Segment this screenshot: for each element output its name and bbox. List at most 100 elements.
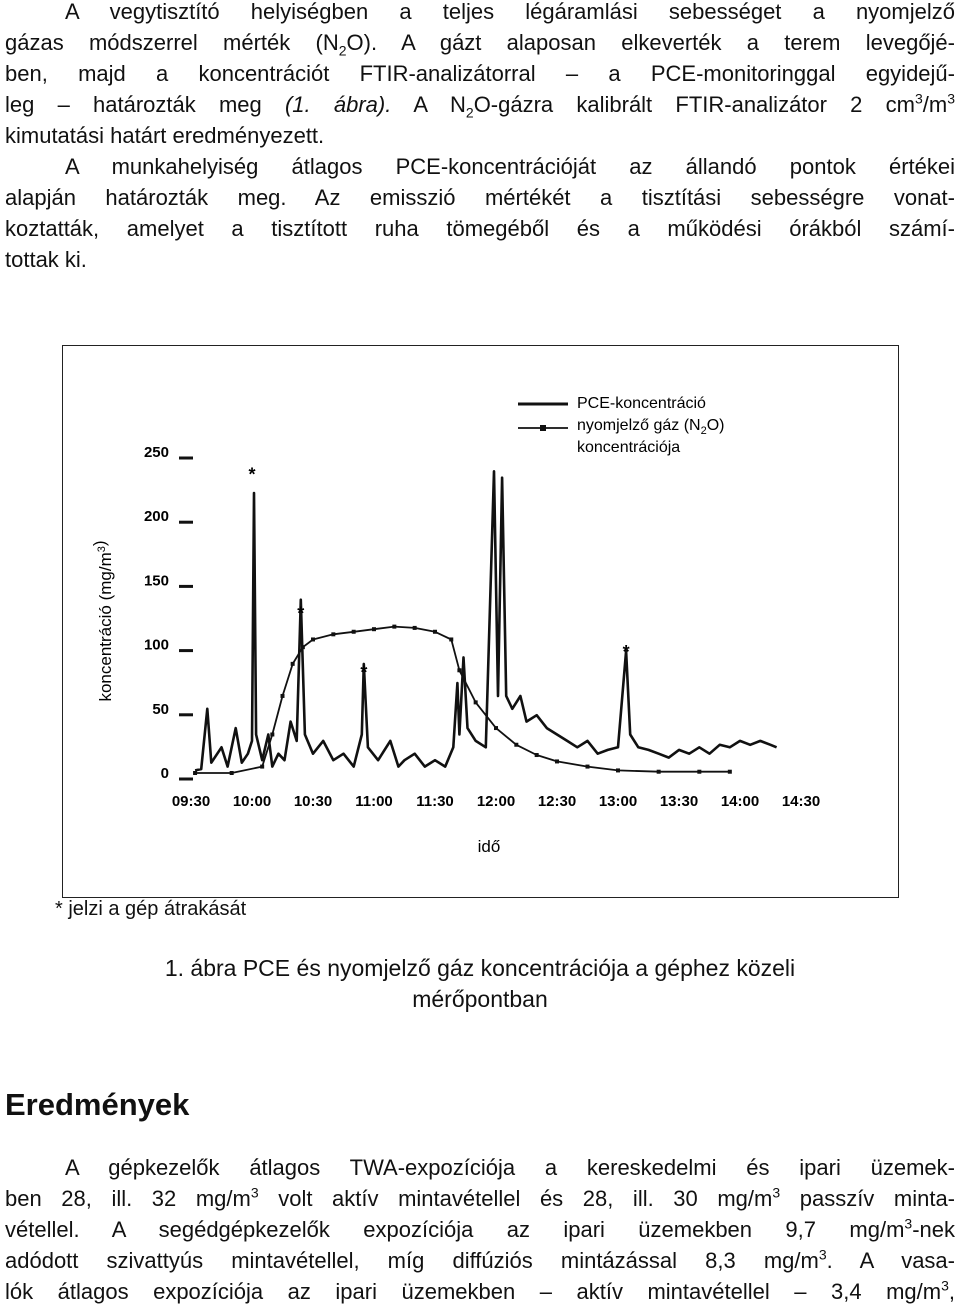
annotation: * — [297, 603, 304, 623]
y-tick-label: 50 — [152, 701, 169, 718]
marker — [449, 637, 454, 642]
marker — [656, 769, 661, 774]
text: A vegytisztító helyiségben a teljes légá… — [65, 0, 955, 24]
text: 3 — [772, 1184, 781, 1201]
marker — [534, 753, 539, 758]
text: koncentráció (mg/m — [96, 552, 115, 701]
marker — [585, 764, 590, 769]
text: O-gázra kalibrált FTIR-analizátor 2 cm — [473, 92, 915, 117]
text: (1. ábra). — [284, 92, 392, 117]
x-tick-label: 13:30 — [660, 793, 698, 810]
x-tick-label: 14:00 — [721, 793, 759, 810]
text-line: A vegytisztító helyiségben a teljes légá… — [5, 0, 955, 27]
text: 3 — [96, 546, 108, 552]
section-heading: Eredmények — [5, 1087, 190, 1122]
x-tick-label: 11:30 — [416, 793, 454, 810]
x-tick-label: 14:30 — [782, 793, 820, 810]
text: . A vasa- — [826, 1248, 955, 1273]
paragraph: A gépkezelők átlagos TWA-expozíciója a k… — [5, 1152, 955, 1307]
marker — [331, 632, 336, 637]
marker — [290, 661, 295, 666]
text: A N — [391, 92, 466, 117]
chart: 0 50 100 150 200 250 09:30 10:00 10:30 11:00 11:30… — [90, 395, 820, 856]
text: alapján határozták meg. Az emisszió mért… — [5, 185, 955, 210]
marker — [514, 742, 519, 747]
text: lók átlagos expozíciója az ipari üzemekb… — [5, 1279, 942, 1304]
text: 3 — [941, 1277, 949, 1294]
marker — [351, 629, 356, 634]
text: 3 — [914, 90, 923, 107]
marker — [494, 726, 498, 731]
text: leg – határozták meg — [5, 92, 285, 117]
text-line: koztatták, amelyet a tisztított ruha töm… — [5, 213, 955, 244]
text-line: A gépkezelők átlagos TWA-expozíciója a k… — [5, 1152, 955, 1183]
figure-note: * jelzi a gép átrakását — [55, 898, 247, 920]
text-line: kimutatási határt eredményezett. — [5, 120, 955, 151]
marker — [229, 771, 234, 775]
x-tick-label: 11:00 — [355, 793, 393, 810]
x-tick-label: 12:30 — [538, 793, 576, 810]
text: ben 28, ill. 32 mg/m — [5, 1186, 251, 1211]
text: A munkahelyiség átlagos PCE-koncentráció… — [65, 154, 955, 179]
legend-label: koncentrációja — [577, 439, 680, 456]
text: adódott szivattyús mintavétellel, míg di… — [5, 1248, 819, 1273]
x-tick-label: 09:30 — [172, 793, 210, 810]
marker — [280, 693, 285, 698]
marker — [311, 637, 315, 642]
annotation: * — [248, 465, 255, 485]
text: /m — [922, 92, 948, 117]
text: 3 — [904, 1215, 913, 1232]
marker — [412, 625, 417, 630]
marker — [372, 627, 376, 632]
marker — [457, 668, 462, 673]
text: 2 — [701, 425, 707, 437]
marker — [392, 624, 397, 629]
legend-label: nyomjelző gáz (N2O) — [577, 417, 725, 437]
marker — [616, 768, 620, 773]
y-tick-label: 100 — [144, 637, 169, 654]
x-tick-label: 13:00 — [599, 793, 637, 810]
text: 2 — [465, 104, 474, 121]
marker — [193, 771, 198, 775]
caption: mérőpontban — [412, 986, 548, 1012]
series-line — [194, 470, 778, 772]
legend-marker — [540, 425, 546, 431]
text-line: adódott szivattyús mintavétellel, míg di… — [5, 1245, 955, 1276]
marker — [555, 759, 559, 764]
text: 3 — [947, 90, 956, 107]
series-line — [195, 625, 730, 774]
text: gázas módszerrel mérték (N — [5, 30, 339, 55]
text-line: vétellel. A segédgépkezelők expozíciója … — [5, 1214, 955, 1245]
marker — [433, 629, 437, 634]
text: 3 — [250, 1184, 259, 1201]
text: nyomjelző gáz (N — [577, 417, 701, 434]
text: A gépkezelők átlagos TWA-expozíciója a k… — [65, 1155, 955, 1180]
annotation: * — [360, 662, 367, 682]
paragraph: A vegytisztító helyiségben a teljes légá… — [5, 0, 955, 151]
y-tick-label: 0 — [161, 765, 169, 782]
marker — [697, 769, 702, 774]
text: ben, majd a koncentrációt FTIR-analizáto… — [5, 61, 955, 86]
text: PCE-koncentráció — [577, 395, 706, 412]
text: 3 — [818, 1246, 827, 1263]
text: koncentrációja — [577, 439, 680, 456]
figure: 0 50 100 150 200 250 09:30 10:00 10:30 11:00 11:30… — [62, 345, 899, 898]
legend-label: PCE-koncentráció — [577, 395, 706, 412]
text-line: A munkahelyiség átlagos PCE-koncentráció… — [5, 151, 955, 182]
y-axis-label: koncentráció (mg/m3) — [90, 540, 115, 701]
x-axis-label: idő — [478, 837, 501, 856]
text: -nek — [912, 1217, 955, 1242]
text: volt aktív mintavétellel és 28, ill. 30 … — [258, 1186, 773, 1211]
text-line: leg – határozták meg (1. ábra). A N2O-gá… — [5, 89, 955, 120]
x-tick-label: 10:30 — [294, 793, 332, 810]
text-line: ben, majd a koncentrációt FTIR-analizáto… — [5, 58, 955, 89]
text: ) — [90, 540, 109, 546]
text: tottak ki. — [5, 247, 87, 272]
text: kimutatási határt eredményezett. — [5, 123, 325, 148]
marker — [473, 700, 478, 705]
text: vétellel. A segédgépkezelők expozíciója … — [5, 1217, 905, 1242]
x-tick-label: 12:00 — [477, 793, 515, 810]
y-tick-label: 200 — [144, 508, 169, 525]
y-tick-label: 150 — [144, 572, 169, 589]
